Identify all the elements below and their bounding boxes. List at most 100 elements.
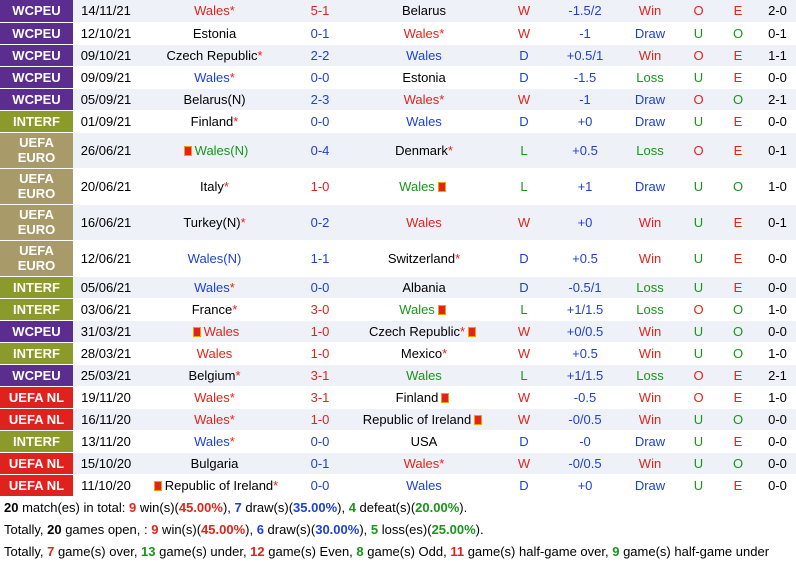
home-team[interactable]: Wales*: [139, 276, 290, 299]
home-team[interactable]: Estonia: [139, 22, 290, 45]
competition-badge[interactable]: WCPEU: [0, 364, 73, 387]
away-team[interactable]: Czech Republic*: [350, 320, 498, 343]
home-team[interactable]: Wales(N): [139, 132, 290, 169]
home-team[interactable]: France*: [139, 298, 290, 321]
match-score[interactable]: 3-0: [290, 298, 350, 321]
home-team[interactable]: Turkey(N)*: [139, 204, 290, 241]
home-team[interactable]: Italy*: [139, 168, 290, 205]
half-time-score: 2-1: [759, 88, 796, 111]
competition-badge[interactable]: UEFA EURO: [0, 132, 73, 169]
competition-badge[interactable]: INTERF: [0, 110, 73, 133]
away-team[interactable]: Wales: [350, 364, 498, 387]
home-team[interactable]: Republic of Ireland*: [139, 474, 290, 497]
away-team[interactable]: Estonia: [350, 66, 498, 89]
competition-badge[interactable]: WCPEU: [0, 0, 73, 23]
away-team[interactable]: Finland: [350, 386, 498, 409]
match-score[interactable]: 3-1: [290, 386, 350, 409]
match-score[interactable]: 0-4: [290, 132, 350, 169]
home-team[interactable]: Belarus(N): [139, 88, 290, 111]
away-team[interactable]: USA: [350, 430, 498, 453]
home-team[interactable]: Belgium*: [139, 364, 290, 387]
away-team[interactable]: Republic of Ireland: [350, 408, 498, 431]
competition-badge[interactable]: UEFA NL: [0, 452, 73, 475]
away-team[interactable]: Mexico*: [350, 342, 498, 365]
match-score[interactable]: 0-1: [290, 22, 350, 45]
competition-badge[interactable]: INTERF: [0, 342, 73, 365]
home-team[interactable]: Finland*: [139, 110, 290, 133]
match-score[interactable]: 5-1: [290, 0, 350, 23]
away-team[interactable]: Denmark*: [350, 132, 498, 169]
match-date: 12/10/21: [73, 22, 139, 45]
home-team[interactable]: Bulgaria: [139, 452, 290, 475]
home-team[interactable]: Wales*: [139, 408, 290, 431]
match-score[interactable]: 2-3: [290, 88, 350, 111]
home-team[interactable]: Wales: [139, 342, 290, 365]
competition-badge[interactable]: UEFA EURO: [0, 240, 73, 277]
match-date: 05/09/21: [73, 88, 139, 111]
match-score[interactable]: 0-0: [290, 110, 350, 133]
result-wdl: W: [498, 408, 550, 431]
away-team[interactable]: Wales: [350, 44, 498, 67]
match-score[interactable]: 0-0: [290, 474, 350, 497]
match-score[interactable]: 0-0: [290, 66, 350, 89]
match-score[interactable]: 0-0: [290, 430, 350, 453]
match-score[interactable]: 1-0: [290, 320, 350, 343]
competition-badge[interactable]: WCPEU: [0, 44, 73, 67]
away-team[interactable]: Wales: [350, 168, 498, 205]
result-wdl: W: [498, 88, 550, 111]
over-under: U: [680, 320, 717, 343]
odd-even: O: [717, 168, 759, 205]
neutral-star-icon: *: [233, 113, 239, 129]
home-team[interactable]: Wales*: [139, 0, 290, 23]
match-score[interactable]: 1-0: [290, 168, 350, 205]
home-team[interactable]: Wales*: [139, 66, 290, 89]
away-team[interactable]: Switzerland*: [350, 240, 498, 277]
competition-badge[interactable]: UEFA NL: [0, 386, 73, 409]
competition-badge[interactable]: WCPEU: [0, 88, 73, 111]
half-time-score: 0-1: [759, 204, 796, 241]
summary-line-1: 20 match(es) in total: 9 win(s)(45.00%),…: [0, 497, 796, 519]
competition-badge[interactable]: UEFA NL: [0, 408, 73, 431]
away-team[interactable]: Wales: [350, 474, 498, 497]
competition-badge[interactable]: UEFA EURO: [0, 168, 73, 205]
away-team[interactable]: Albania: [350, 276, 498, 299]
home-team[interactable]: Wales*: [139, 430, 290, 453]
summary-segment: 5: [370, 521, 379, 537]
match-date: 16/06/21: [73, 204, 139, 241]
away-team[interactable]: Wales*: [350, 452, 498, 475]
neutral-star-icon: *: [447, 142, 453, 158]
odd-even: E: [717, 110, 759, 133]
match-date: 09/09/21: [73, 66, 139, 89]
away-team[interactable]: Wales*: [350, 22, 498, 45]
competition-badge[interactable]: WCPEU: [0, 320, 73, 343]
competition-badge[interactable]: UEFA EURO: [0, 204, 73, 241]
away-team[interactable]: Wales: [350, 204, 498, 241]
handicap-result: Draw: [620, 474, 680, 497]
competition-badge[interactable]: UEFA NL: [0, 474, 73, 497]
competition-badge[interactable]: INTERF: [0, 298, 73, 321]
competition-badge[interactable]: WCPEU: [0, 22, 73, 45]
home-team[interactable]: Czech Republic*: [139, 44, 290, 67]
match-score[interactable]: 1-1: [290, 240, 350, 277]
competition-badge[interactable]: INTERF: [0, 430, 73, 453]
summary-segment: 45.00%: [201, 521, 246, 537]
away-team[interactable]: Wales: [350, 298, 498, 321]
match-score[interactable]: 0-2: [290, 204, 350, 241]
away-team[interactable]: Belarus: [350, 0, 498, 23]
match-score[interactable]: 1-0: [290, 342, 350, 365]
home-team[interactable]: Wales(N): [139, 240, 290, 277]
neutral-star-icon: *: [273, 477, 279, 493]
match-score[interactable]: 0-1: [290, 452, 350, 475]
match-score[interactable]: 0-0: [290, 276, 350, 299]
match-score[interactable]: 3-1: [290, 364, 350, 387]
neutral-star-icon: *: [223, 178, 229, 194]
home-team[interactable]: Wales: [139, 320, 290, 343]
competition-badge[interactable]: WCPEU: [0, 66, 73, 89]
match-score[interactable]: 2-2: [290, 44, 350, 67]
match-score[interactable]: 1-0: [290, 408, 350, 431]
competition-badge[interactable]: INTERF: [0, 276, 73, 299]
away-team[interactable]: Wales: [350, 110, 498, 133]
away-team[interactable]: Wales*: [350, 88, 498, 111]
home-team[interactable]: Wales*: [139, 386, 290, 409]
result-wdl: D: [498, 276, 550, 299]
